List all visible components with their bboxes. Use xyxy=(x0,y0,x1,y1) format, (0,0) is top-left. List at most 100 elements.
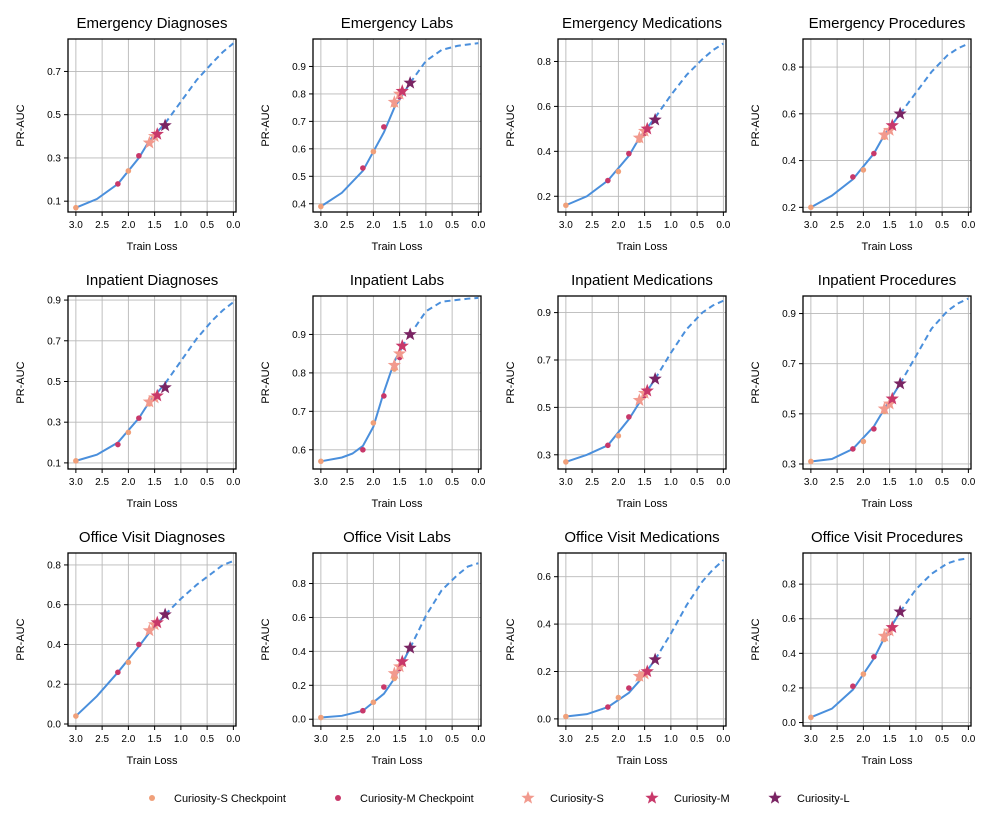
legend-item: Curiosity-M xyxy=(645,791,730,805)
panel: 3.0 2.5 2.0 1.5 1.0 0.5 0.0 0.6 0.7 0.8 0.9 Inpatie… xyxy=(260,272,486,510)
y-tick-label: 0.9 xyxy=(537,308,551,319)
plot-frame xyxy=(312,295,482,470)
x-tick-label: 2.5 xyxy=(585,220,599,231)
panel: 3.0 2.5 2.0 1.5 1.0 0.5 0.0 0.1 0.3 0.5 0.7 0.9 Inpa… xyxy=(15,272,241,510)
y-tick-label: 0.8 xyxy=(537,57,551,68)
fit-line-extrapolated xyxy=(164,301,234,385)
legend-item: Curiosity-M Checkpoint xyxy=(335,793,474,805)
x-tick-label: 1.5 xyxy=(883,734,897,745)
curiosity-m-checkpoint-point xyxy=(626,414,632,420)
curiosity-l-star xyxy=(648,112,662,126)
y-tick-label: 0.6 xyxy=(47,600,61,611)
curiosity-s-star xyxy=(142,135,157,149)
y-tick-label: 0.5 xyxy=(537,403,551,414)
y-tick-label: 0.2 xyxy=(537,192,551,203)
panel: 3.0 2.5 2.0 1.5 1.0 0.5 0.0 0.2 0.4 0.6 0.8 Emergen… xyxy=(750,15,976,253)
x-tick-label: 1.0 xyxy=(174,220,188,231)
x-tick-label: 3.0 xyxy=(804,734,818,745)
y-tick-label: 0.6 xyxy=(292,144,306,155)
x-tick-label: 2.5 xyxy=(585,477,599,488)
x-tick-label: 0.5 xyxy=(690,477,704,488)
curiosity-s-star xyxy=(877,127,892,141)
plot-frame xyxy=(67,552,237,727)
curiosity-l-star xyxy=(403,640,417,654)
fit-line-extrapolated xyxy=(409,562,479,649)
x-tick-label: 1.0 xyxy=(174,734,188,745)
y-tick-label: 0.7 xyxy=(292,117,306,128)
x-tick-label: 1.0 xyxy=(664,734,678,745)
plot-frame xyxy=(557,295,727,470)
x-axis-label: Train Loss xyxy=(862,498,913,510)
x-tick-label: 3.0 xyxy=(69,477,83,488)
x-tick-label: 2.0 xyxy=(366,734,380,745)
curiosity-s-star xyxy=(387,358,402,371)
curiosity-s-checkpoint-point xyxy=(615,694,622,701)
curiosity-m-checkpoint-point xyxy=(381,684,387,690)
curiosity-s-checkpoint-point xyxy=(563,713,569,720)
x-tick-label: 2.5 xyxy=(830,220,844,231)
curiosity-m-checkpoint-point xyxy=(381,393,387,399)
y-tick-label: 0.8 xyxy=(292,368,306,379)
x-tick-label: 2.0 xyxy=(856,734,870,745)
x-tick-label: 1.0 xyxy=(664,220,678,231)
curiosity-m-checkpoint-point xyxy=(115,669,121,676)
panel-title: Emergency Medications xyxy=(562,15,722,32)
y-tick-label: 0.2 xyxy=(782,683,796,694)
y-tick-label: 0.4 xyxy=(537,620,551,631)
plot-frame xyxy=(557,552,727,727)
y-tick-label: 0.9 xyxy=(292,330,306,341)
panel-title: Office Visit Diagnoses xyxy=(79,529,225,546)
x-tick-label: 3.0 xyxy=(559,734,573,745)
panel: 3.0 2.5 2.0 1.5 1.0 0.5 0.0 0.0 0.2 0.4 0.6 Office … xyxy=(505,529,731,767)
x-tick-label: 1.5 xyxy=(148,220,162,231)
y-tick-label: 0.0 xyxy=(47,720,61,731)
plot-frame xyxy=(312,38,482,213)
panel-title: Office Visit Medications xyxy=(564,529,719,546)
y-tick-label: 0.4 xyxy=(292,199,306,210)
x-tick-label: 3.0 xyxy=(804,220,818,231)
x-axis-label: Train Loss xyxy=(862,241,913,253)
x-axis-label: Train Loss xyxy=(127,755,178,767)
fit-line-solid xyxy=(320,341,406,463)
curiosity-l-star xyxy=(158,607,172,621)
curiosity-l-star xyxy=(648,371,662,385)
y-tick-label: 0.3 xyxy=(537,450,551,461)
curiosity-s-checkpoint-point xyxy=(563,202,569,209)
curiosity-m-checkpoint-point xyxy=(850,683,856,690)
panel: 3.0 2.5 2.0 1.5 1.0 0.5 0.0 0.3 0.5 0.7 0.9 Inpatie… xyxy=(505,272,731,510)
fit-line-extrapolated xyxy=(654,559,725,661)
panel-title: Emergency Labs xyxy=(341,15,454,32)
y-tick-label: 0.5 xyxy=(47,110,61,121)
curiosity-m-checkpoint-point xyxy=(360,446,366,453)
panel-title: Inpatient Medications xyxy=(571,272,713,289)
curiosity-m-checkpoint-point xyxy=(360,707,366,714)
panel: 3.0 2.5 2.0 1.5 1.0 0.5 0.0 0.3 0.5 0.7 0.9 Inpatie… xyxy=(750,272,976,510)
y-tick-label: 0.1 xyxy=(47,197,61,208)
x-axis-label: Train Loss xyxy=(372,241,423,253)
y-tick-label: 0.7 xyxy=(782,359,796,370)
x-tick-label: 0.0 xyxy=(961,734,975,745)
fit-line-extrapolated xyxy=(414,296,479,328)
y-tick-label: 0.4 xyxy=(47,640,61,651)
y-tick-label: 0.7 xyxy=(47,336,61,347)
x-tick-label: 3.0 xyxy=(314,734,328,745)
curiosity-m-star xyxy=(640,383,654,397)
x-tick-label: 3.0 xyxy=(559,477,573,488)
plot-frame xyxy=(312,552,482,727)
y-tick-label: 0.6 xyxy=(537,102,551,113)
plot-frame xyxy=(802,295,972,470)
x-tick-label: 0.0 xyxy=(716,477,730,488)
x-axis-label: Train Loss xyxy=(372,498,423,510)
curiosity-m-checkpoint-point xyxy=(381,124,387,130)
curiosity-s-checkpoint-point xyxy=(73,713,79,719)
y-tick-label: 0.5 xyxy=(782,409,796,420)
legend-star-icon xyxy=(645,791,659,804)
y-axis-label: PR-AUC xyxy=(750,618,762,660)
curiosity-m-star xyxy=(885,620,899,634)
y-tick-label: 0.9 xyxy=(292,62,306,73)
x-tick-label: 1.0 xyxy=(664,477,678,488)
y-tick-label: 0.7 xyxy=(537,355,551,366)
x-tick-label: 2.0 xyxy=(121,734,135,745)
x-tick-label: 2.5 xyxy=(340,477,354,488)
curiosity-l-star xyxy=(403,327,417,341)
